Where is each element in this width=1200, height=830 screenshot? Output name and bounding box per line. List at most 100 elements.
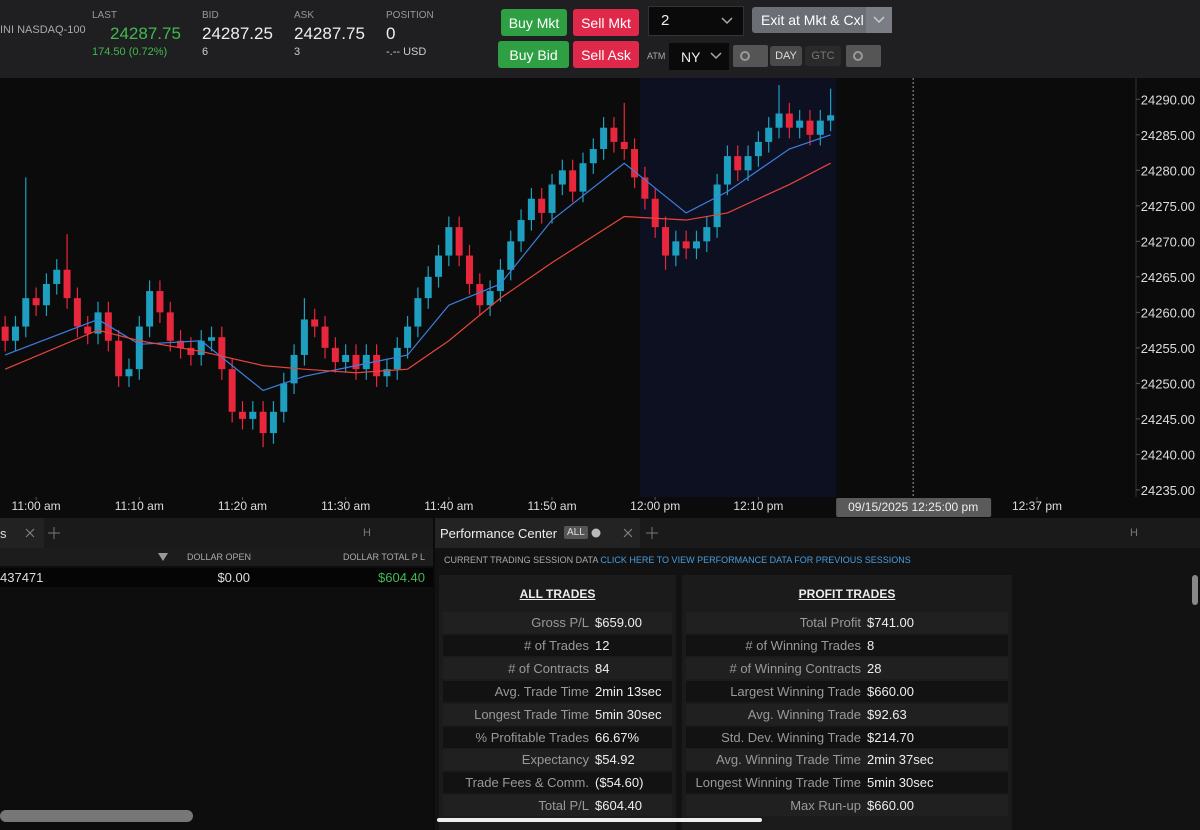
candle-body — [300, 319, 308, 355]
stat-value: 12 — [595, 637, 610, 653]
candle-body — [228, 369, 236, 412]
filter-badge[interactable]: ALL — [564, 526, 588, 539]
candle-body — [321, 326, 329, 348]
exit-button[interactable]: Exit at Mkt & Cxl — [752, 7, 892, 33]
sell-ask-button[interactable]: Sell Ask — [573, 41, 639, 68]
x-tick-label: 12:10 pm — [733, 499, 783, 513]
candle-body — [651, 198, 659, 228]
stat-label: Gross P/L — [531, 615, 589, 630]
candle-body — [280, 383, 288, 412]
atm-label: ATM — [647, 51, 666, 61]
gtc-button[interactable]: GTC — [805, 46, 841, 66]
ask-size: 3 — [294, 46, 301, 58]
y-tick-label: 24245.00 — [1141, 412, 1195, 427]
candle-body — [827, 115, 835, 121]
stat-label: Longest Winning Trade Time — [695, 775, 861, 791]
candle-body — [404, 326, 412, 348]
stat-label: # of Trades — [523, 637, 589, 653]
stat-label: Avg. Winning Trade — [747, 706, 861, 722]
candle-body — [352, 354, 360, 370]
tab[interactable]: s — [0, 518, 44, 548]
stat-row: Total P/L $604.40 — [443, 795, 672, 817]
stat-label: Total Profit — [799, 615, 861, 630]
scrollbar[interactable] — [0, 810, 193, 822]
stat-row: Largest Winning Trade $660.00 — [686, 680, 1008, 702]
dropdown-icon — [721, 17, 733, 25]
candle-body — [465, 255, 473, 284]
stat-value: $214.70 — [867, 729, 914, 745]
tab-bar: s H — [0, 518, 433, 548]
x-tick-label: 11:00 am — [12, 499, 61, 513]
candle-body — [496, 269, 504, 292]
x-tick-label: 11:50 am — [527, 499, 576, 513]
previous-sessions-link[interactable]: CLICK HERE TO VIEW PERFORMANCE DATA FOR … — [600, 555, 911, 565]
candle-body — [331, 347, 339, 363]
stat-value: 5min 30sec — [867, 775, 934, 791]
label: ASK — [294, 10, 315, 21]
stat-value: 84 — [595, 660, 610, 676]
column-header: DOLLAR TOTAL P L — [343, 552, 426, 562]
stat-value: $659.00 — [595, 615, 642, 630]
y-tick-label: 24275.00 — [1141, 199, 1195, 214]
candle-body — [94, 312, 102, 334]
label: BID — [202, 10, 219, 21]
sell-mkt-button[interactable]: Sell Mkt — [573, 9, 639, 36]
y-tick-label: 24260.00 — [1141, 305, 1195, 320]
scrollbar[interactable] — [1192, 575, 1198, 605]
day-button[interactable]: DAY — [770, 46, 802, 66]
candle-body — [342, 354, 350, 363]
candle-body — [662, 227, 670, 256]
column-header: DOLLAR OPEN — [187, 552, 252, 562]
stat-row: # of Trades 12 — [443, 634, 672, 656]
buy-mkt-button[interactable]: Buy Mkt — [501, 9, 567, 36]
candle-body — [775, 113, 783, 128]
change: 174.50 (0.72%) — [92, 46, 168, 58]
candle-body — [558, 170, 566, 185]
stat-value: $660.00 — [867, 683, 914, 699]
candle-body — [445, 227, 453, 256]
buy-bid-button[interactable]: Buy Bid — [498, 41, 569, 68]
candle-body — [754, 141, 762, 157]
x-tick-label: 11:30 am — [321, 499, 370, 513]
y-tick-label: 24265.00 — [1141, 270, 1195, 285]
y-tick-label: 24280.00 — [1141, 163, 1195, 178]
candle-body — [115, 340, 123, 377]
tab[interactable]: Performance Center ALL — [435, 518, 640, 548]
moving-average — [4, 162, 831, 374]
y-tick-label: 24270.00 — [1141, 234, 1195, 249]
table-row[interactable]: 437471 $0.00 $604.40 — [0, 568, 433, 587]
quantity-input[interactable]: 2 — [648, 6, 744, 36]
candle-body — [414, 298, 422, 327]
candle-body — [507, 241, 515, 270]
sort-icon — [158, 553, 168, 561]
stat-row: Total Profit $741.00 — [686, 612, 1008, 633]
label: LAST — [92, 10, 118, 21]
add-tab-icon[interactable] — [48, 527, 60, 539]
candle-body — [538, 198, 546, 213]
instrument: INI NASDAQ-100 — [0, 24, 86, 36]
candle-body — [42, 283, 50, 306]
stat-value: $660.00 — [867, 798, 914, 814]
add-tab-icon[interactable] — [646, 527, 658, 539]
candle-body — [734, 156, 742, 171]
candle-body — [135, 326, 143, 370]
tab-bar: Performance Center ALL H — [435, 518, 1200, 548]
dropdown-icon — [710, 52, 722, 60]
session-text: CURRENT TRADING SESSION DATA — [444, 555, 598, 565]
candle-body — [290, 354, 298, 384]
settings-button[interactable] — [846, 45, 881, 67]
crosshair-label-bg — [836, 498, 992, 517]
stat-value: 28 — [867, 660, 882, 676]
candle-body — [713, 184, 721, 228]
settings-button[interactable] — [733, 45, 768, 67]
dollar-open: $0.00 — [217, 570, 250, 585]
close-icon[interactable] — [25, 528, 35, 538]
stat-row: Longest Winning Trade Time 5min 30sec — [686, 772, 1008, 794]
candle-body — [238, 411, 246, 419]
close-icon[interactable] — [623, 528, 633, 538]
atm-select[interactable]: NY — [669, 43, 729, 70]
candle-body — [692, 241, 700, 249]
bid: 24287.25 — [202, 24, 273, 43]
stat-row: Avg. Winning Trade Time 2min 37sec — [686, 749, 1008, 771]
